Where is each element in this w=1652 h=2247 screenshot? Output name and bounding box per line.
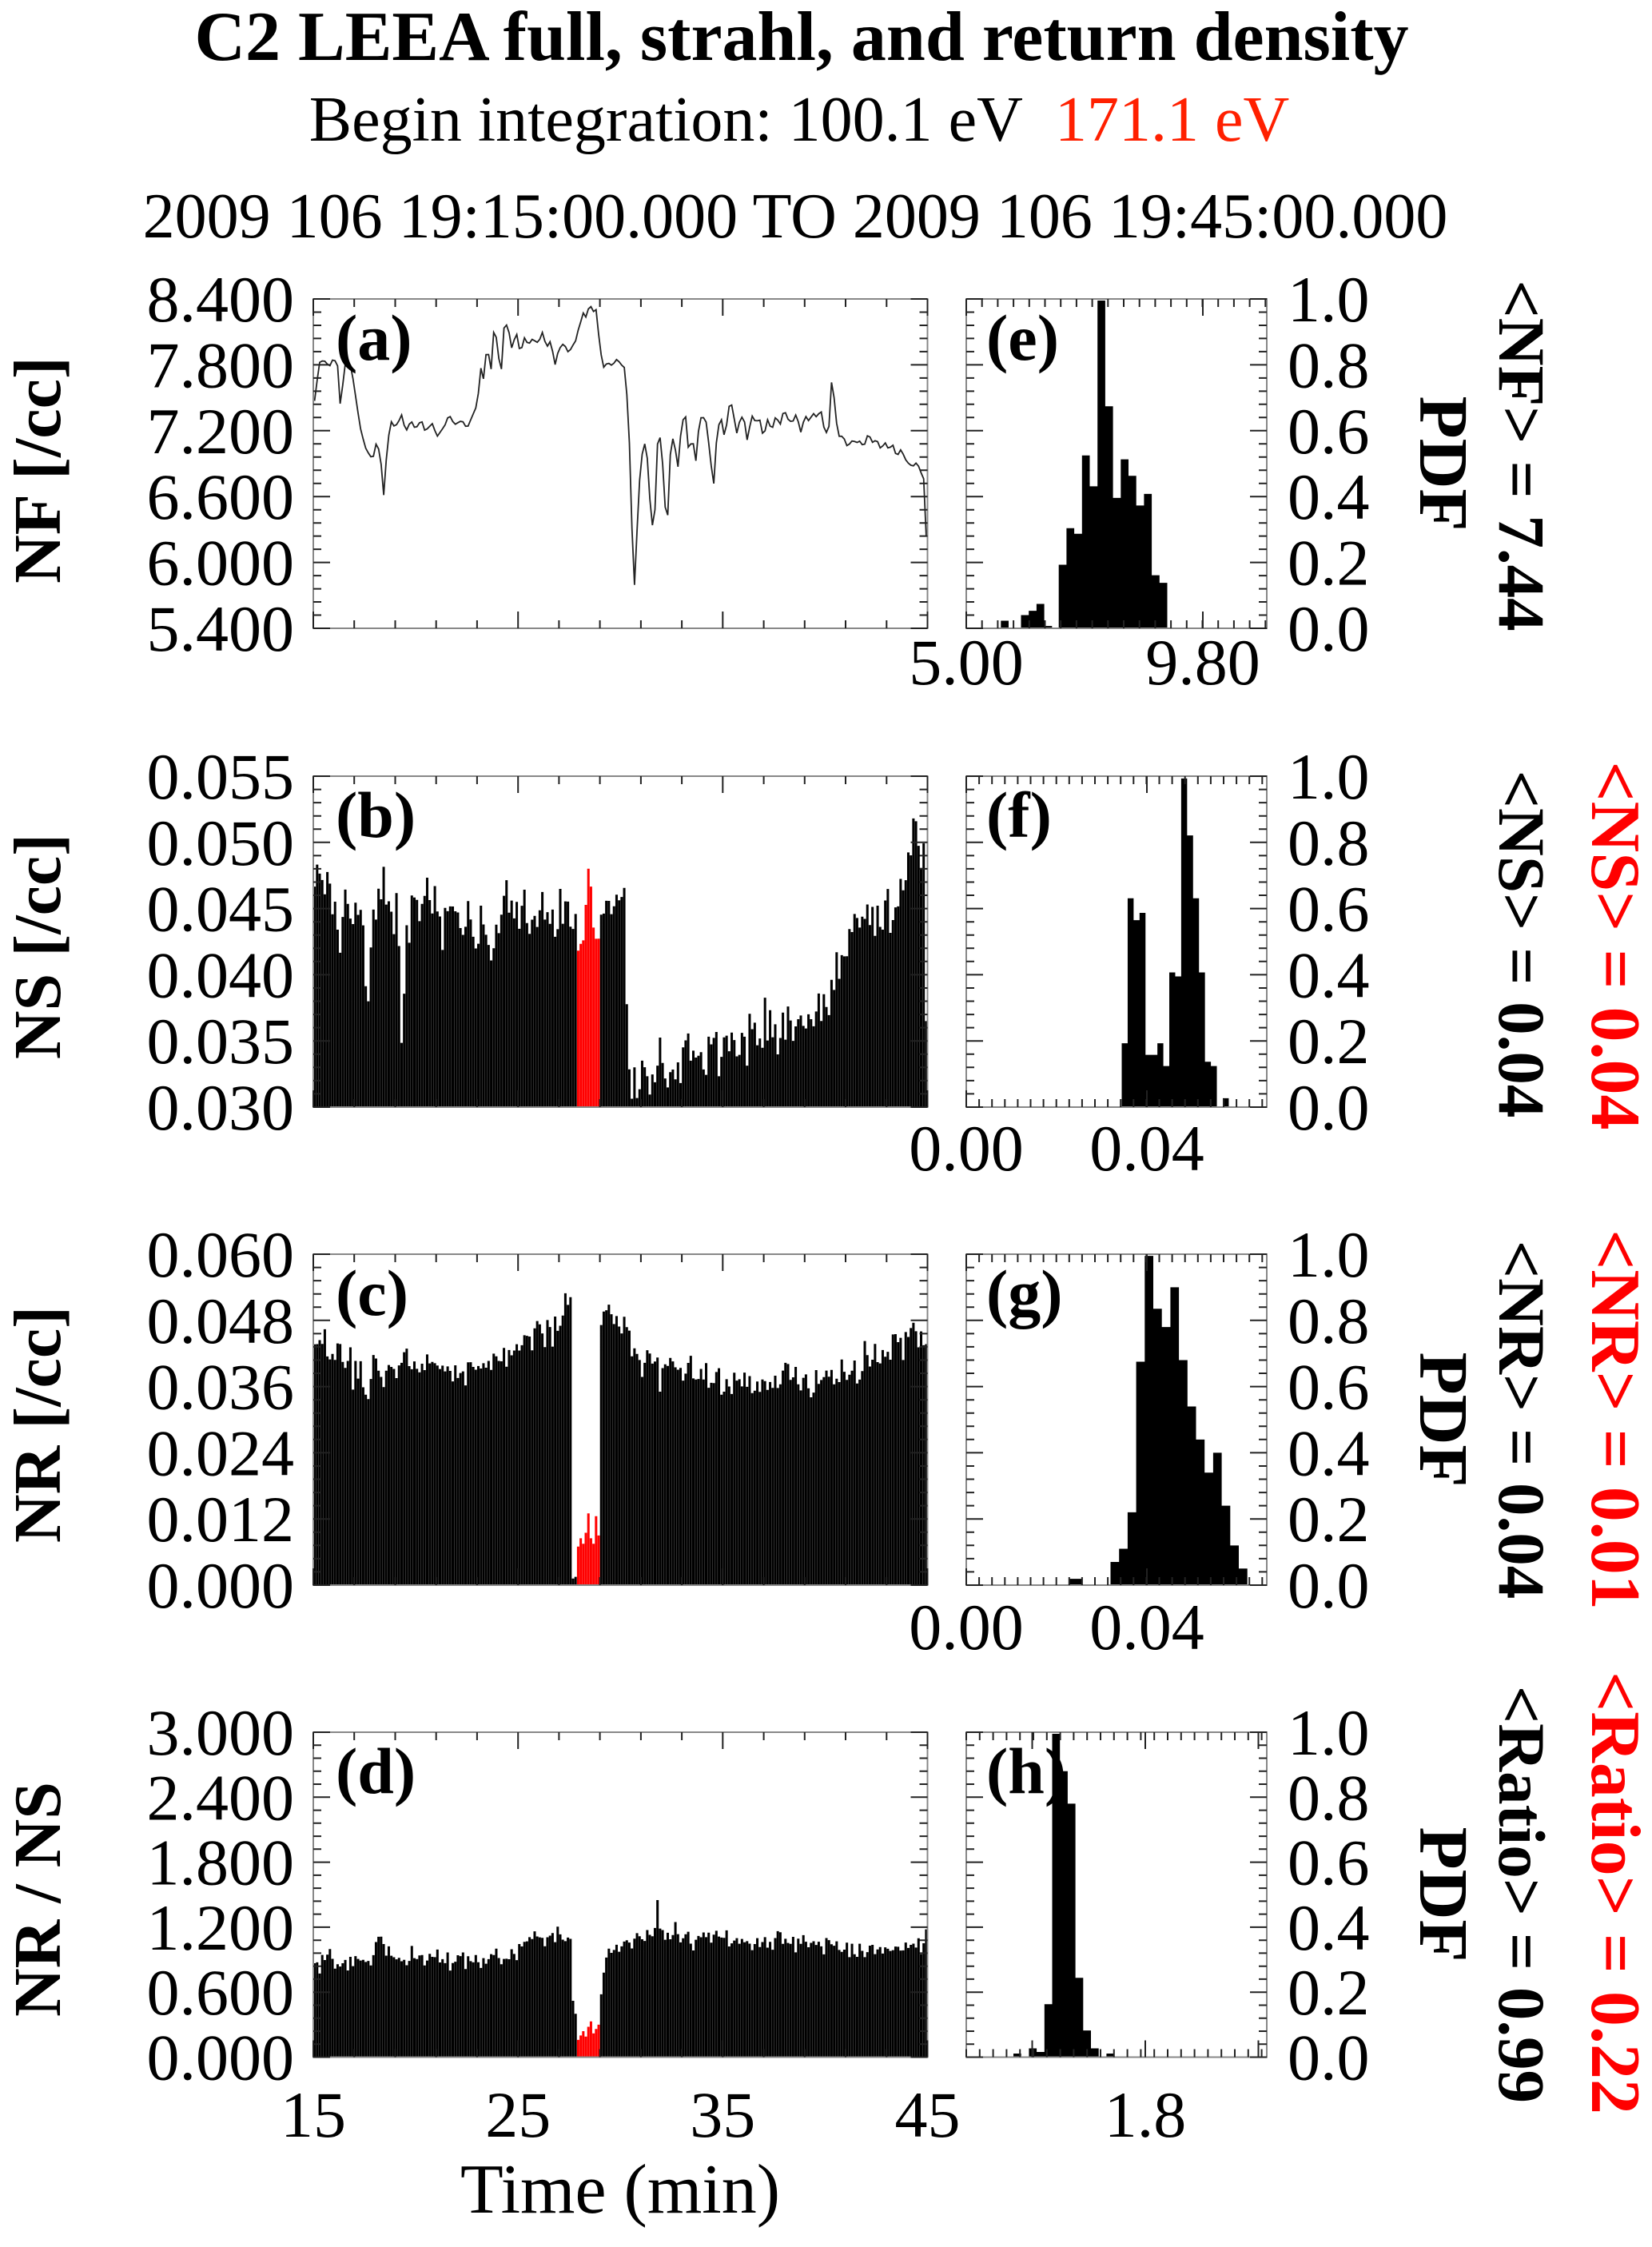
svg-text:0.0: 0.0 [1288, 2022, 1370, 2094]
svg-text:0.060: 0.060 [147, 1218, 295, 1291]
svg-text:25: 25 [485, 2078, 551, 2151]
svg-text:1.0: 1.0 [1288, 1218, 1370, 1291]
svg-text:0.0: 0.0 [1288, 1549, 1370, 1622]
svg-text:0.045: 0.045 [147, 873, 295, 946]
svg-text:0.030: 0.030 [147, 1071, 295, 1144]
svg-text:0.050: 0.050 [147, 807, 295, 879]
svg-text:8.400: 8.400 [147, 263, 295, 336]
svg-text:0.035: 0.035 [147, 1005, 295, 1078]
svg-text:0.000: 0.000 [147, 2022, 295, 2094]
svg-text:9.80: 9.80 [1145, 626, 1260, 699]
svg-text:PDF: PDF [1405, 1827, 1483, 1962]
svg-text:1.800: 1.800 [147, 1827, 295, 1899]
svg-text:0.024: 0.024 [147, 1416, 295, 1489]
svg-text:7.200: 7.200 [147, 395, 295, 468]
svg-text:1.0: 1.0 [1288, 1696, 1370, 1769]
svg-text:0.04: 0.04 [1089, 1112, 1204, 1185]
svg-text:0.6: 0.6 [1288, 873, 1370, 946]
svg-text:2.400: 2.400 [147, 1761, 295, 1834]
svg-text:2009 106 19:15:00.000 TO 2009: 2009 106 19:15:00.000 TO 2009 106 19:45:… [143, 181, 1448, 252]
svg-text:0.4: 0.4 [1288, 938, 1370, 1011]
svg-text:5.400: 5.400 [147, 592, 295, 665]
svg-text:Begin integration: 100.1 eV 1: Begin integration: 100.1 eV 171.1 eV [309, 85, 1289, 155]
svg-text:0.6: 0.6 [1288, 1827, 1370, 1899]
svg-text:0.6: 0.6 [1288, 1351, 1370, 1424]
svg-text:<NR> = 0.01: <NR> = 0.01 [1576, 1229, 1652, 1610]
svg-text:1.0: 1.0 [1288, 263, 1370, 336]
svg-text:NR [/cc]: NR [/cc] [1, 1306, 75, 1543]
svg-text:0.4: 0.4 [1288, 460, 1370, 533]
svg-text:(h): (h) [986, 1735, 1066, 1807]
svg-text:0.8: 0.8 [1288, 1285, 1370, 1357]
svg-text:0.8: 0.8 [1288, 1761, 1370, 1834]
svg-text:0.2: 0.2 [1288, 1483, 1370, 1556]
svg-text:PDF: PDF [1405, 1352, 1483, 1487]
svg-text:3.000: 3.000 [147, 1696, 295, 1769]
svg-text:NF [/cc]: NF [/cc] [1, 357, 75, 584]
svg-text:35: 35 [690, 2078, 755, 2151]
svg-text:<NF> = 7.44: <NF> = 7.44 [1485, 280, 1558, 631]
svg-text:NR / NS: NR / NS [1, 1782, 75, 2017]
svg-text:Time (min): Time (min) [460, 2151, 780, 2229]
svg-text:7.800: 7.800 [147, 329, 295, 401]
svg-text:(d): (d) [336, 1735, 416, 1807]
svg-text:6.000: 6.000 [147, 527, 295, 600]
svg-text:(f): (f) [986, 779, 1052, 851]
svg-text:0.040: 0.040 [147, 938, 295, 1011]
svg-text:0.8: 0.8 [1288, 807, 1370, 879]
svg-text:5.00: 5.00 [909, 626, 1024, 699]
svg-text:1.8: 1.8 [1105, 2078, 1187, 2151]
svg-text:0.000: 0.000 [147, 1549, 295, 1622]
svg-text:0.4: 0.4 [1288, 1416, 1370, 1489]
svg-text:0.055: 0.055 [147, 740, 295, 813]
svg-text:1.200: 1.200 [147, 1891, 295, 1964]
svg-text:6.600: 6.600 [147, 460, 295, 533]
svg-text:(b): (b) [336, 779, 416, 851]
svg-text:(c): (c) [336, 1257, 408, 1329]
svg-text:15: 15 [281, 2078, 346, 2151]
svg-text:1.0: 1.0 [1288, 740, 1370, 813]
svg-text:0.0: 0.0 [1288, 592, 1370, 665]
svg-text:<NS> = 0.04: <NS> = 0.04 [1485, 771, 1558, 1118]
svg-text:(e): (e) [986, 301, 1059, 374]
svg-text:0.036: 0.036 [147, 1351, 295, 1424]
svg-text:0.2: 0.2 [1288, 1005, 1370, 1078]
svg-text:0.04: 0.04 [1089, 1591, 1204, 1663]
svg-text:0.2: 0.2 [1288, 527, 1370, 600]
svg-text:0.0: 0.0 [1288, 1071, 1370, 1144]
svg-text:0.6: 0.6 [1288, 395, 1370, 468]
svg-text:45: 45 [895, 2078, 961, 2151]
svg-text:0.012: 0.012 [147, 1483, 295, 1556]
svg-text:<Ratio> = 0.22: <Ratio> = 0.22 [1576, 1671, 1652, 2114]
svg-text:0.600: 0.600 [147, 1956, 295, 2029]
svg-text:(g): (g) [986, 1257, 1063, 1329]
svg-text:PDF: PDF [1405, 396, 1483, 531]
svg-text:0.00: 0.00 [909, 1112, 1024, 1185]
svg-text:0.2: 0.2 [1288, 1956, 1370, 2029]
svg-text:<NS> = 0.04: <NS> = 0.04 [1576, 762, 1652, 1130]
svg-text:0.8: 0.8 [1288, 329, 1370, 401]
svg-text:<Ratio> = 0.99: <Ratio> = 0.99 [1485, 1686, 1558, 2103]
svg-text:<NR> = 0.04: <NR> = 0.04 [1485, 1241, 1558, 1600]
svg-text:0.048: 0.048 [147, 1285, 295, 1357]
svg-text:(a): (a) [336, 301, 412, 374]
svg-text:NS [/cc]: NS [/cc] [1, 834, 75, 1059]
svg-text:C2 LEEA full, strahl, and retu: C2 LEEA full, strahl, and return density [194, 0, 1408, 76]
svg-text:0.4: 0.4 [1288, 1891, 1370, 1964]
svg-text:0.00: 0.00 [909, 1591, 1024, 1663]
